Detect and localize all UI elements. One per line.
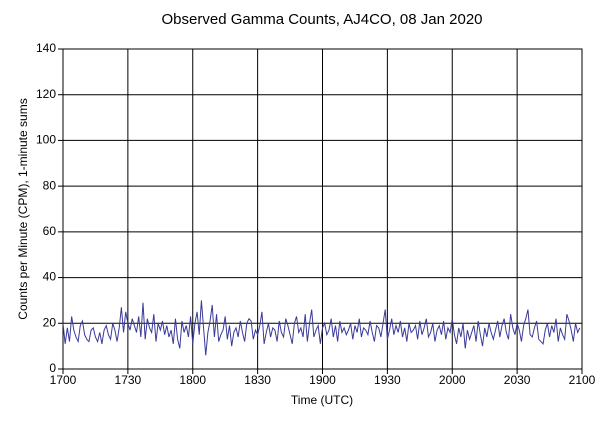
y-tick-label: 100 (36, 133, 56, 147)
y-tick-label: 120 (36, 87, 56, 101)
y-axis-label: Counts per Minute (CPM), 1-minute sums (16, 98, 30, 319)
x-tick-label: 1700 (50, 373, 77, 387)
y-tick-label: 40 (43, 270, 57, 284)
x-tick-label: 2000 (439, 373, 466, 387)
x-tick-label: 1800 (179, 373, 206, 387)
y-tick-label: 0 (49, 361, 56, 375)
x-tick-label: 2030 (504, 373, 531, 387)
y-tick-label: 60 (43, 224, 57, 238)
x-tick-label: 2100 (569, 373, 596, 387)
data-line (62, 300, 581, 356)
y-tick-label: 80 (43, 178, 57, 192)
x-tick-label: 1830 (244, 373, 271, 387)
x-tick-label: 1730 (115, 373, 142, 387)
x-tick-label: 1900 (309, 373, 336, 387)
y-tick-label: 20 (43, 315, 57, 329)
y-tick-label: 140 (36, 41, 56, 55)
x-axis-label: Time (UTC) (291, 393, 353, 407)
plot-frame (62, 48, 583, 370)
chart-title: Observed Gamma Counts, AJ4CO, 08 Jan 202… (162, 11, 483, 28)
x-tick-label: 1930 (374, 373, 401, 387)
